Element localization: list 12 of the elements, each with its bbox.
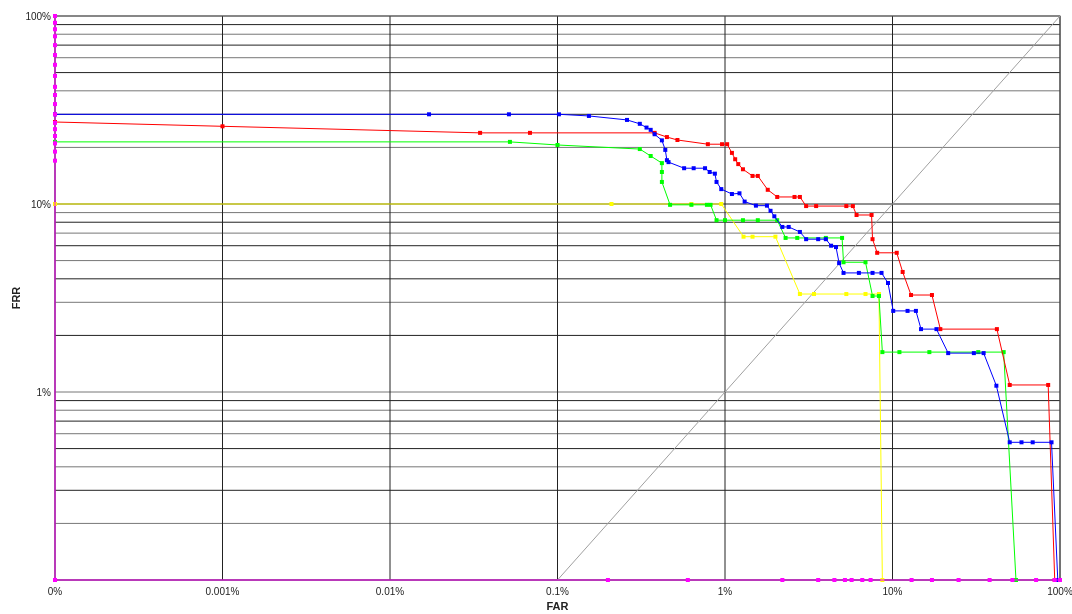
- x-tick-label: 0.01%: [375, 586, 405, 597]
- x-tick-label: 0.1%: [546, 586, 569, 597]
- x-axis-title: FAR: [546, 600, 569, 612]
- y-axis-title: FRR: [10, 286, 22, 310]
- x-tick-label: 0.001%: [205, 586, 240, 597]
- x-tick-label: 100%: [1047, 586, 1072, 597]
- y-tick-label: 100%: [25, 10, 52, 22]
- y-tick-label: 1%: [36, 386, 52, 398]
- x-tick-label: 10%: [882, 586, 903, 597]
- x-tick-label: 0%: [47, 586, 63, 597]
- x-tick-label: 1%: [717, 586, 733, 597]
- y-tick-label: 10%: [30, 198, 52, 210]
